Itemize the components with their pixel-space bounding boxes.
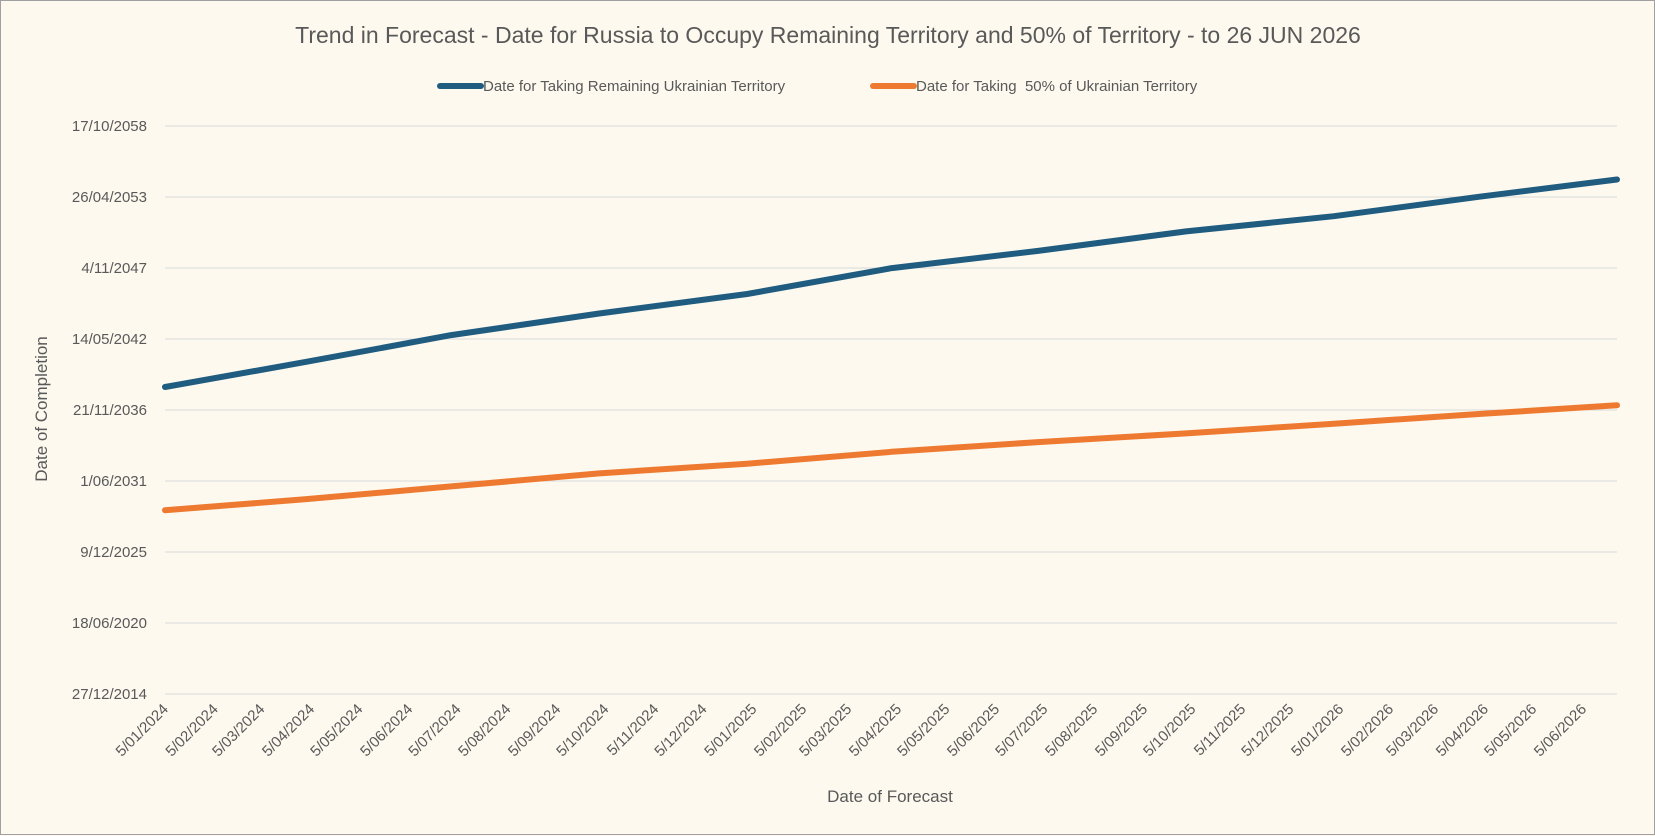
- x-tick-label: 5/08/2024: [455, 701, 514, 760]
- y-axis-title: Date of Completion: [32, 336, 51, 482]
- x-axis-ticks: 5/01/20245/02/20245/03/20245/04/20245/05…: [113, 701, 1590, 760]
- y-axis-ticks: 27/12/2014 18/06/2020 9/12/2025 1/06/2031 21…: [72, 118, 147, 703]
- x-tick-label: 5/01/2026: [1288, 701, 1347, 760]
- gridlines: [165, 125, 1617, 695]
- x-tick-label: 5/05/2025: [894, 701, 953, 760]
- x-tick-label: 5/08/2025: [1042, 701, 1101, 760]
- series-layer: [162, 176, 1620, 514]
- y-tick-label: 17/10/2058: [72, 118, 147, 135]
- x-tick-label: 5/07/2024: [405, 701, 464, 760]
- legend-label-remaining: Date for Taking Remaining Ukrainian Terr…: [483, 78, 786, 95]
- x-tick-label: 5/12/2024: [651, 701, 710, 760]
- y-tick-label: 27/12/2014: [72, 686, 147, 703]
- x-tick-label: 5/07/2025: [992, 701, 1051, 760]
- y-tick-label: 1/06/2031: [80, 473, 147, 490]
- y-tick-label: 9/12/2025: [80, 544, 147, 561]
- chart-title: Trend in Forecast - Date for Russia to O…: [295, 22, 1361, 48]
- x-tick-label: 5/01/2025: [701, 701, 760, 760]
- x-tick-label: 5/06/2026: [1531, 701, 1590, 760]
- legend: Date for Taking Remaining Ukrainian Terr…: [437, 78, 1198, 95]
- legend-label-fifty-percent: Date for Taking 50% of Ukrainian Territo…: [916, 78, 1198, 95]
- x-axis-title: Date of Forecast: [827, 787, 953, 806]
- x-tick-label: 5/05/2026: [1481, 701, 1540, 760]
- x-tick-label: 5/12/2025: [1238, 701, 1297, 760]
- y-tick-label: 26/04/2053: [72, 189, 147, 206]
- x-tick-label: 5/05/2024: [307, 701, 366, 760]
- y-tick-label: 14/05/2042: [72, 331, 147, 348]
- x-tick-label: 5/10/2024: [553, 701, 612, 760]
- series-line-remaining-territory: [162, 176, 1620, 390]
- y-tick-label: 4/11/2047: [81, 260, 147, 277]
- x-tick-label: 5/01/2024: [113, 701, 172, 760]
- x-tick-label: 5/10/2025: [1140, 701, 1199, 760]
- y-tick-label: 21/11/2036: [73, 402, 147, 419]
- y-tick-label: 18/06/2020: [72, 615, 147, 632]
- series-line-fifty-percent-territory: [162, 402, 1620, 514]
